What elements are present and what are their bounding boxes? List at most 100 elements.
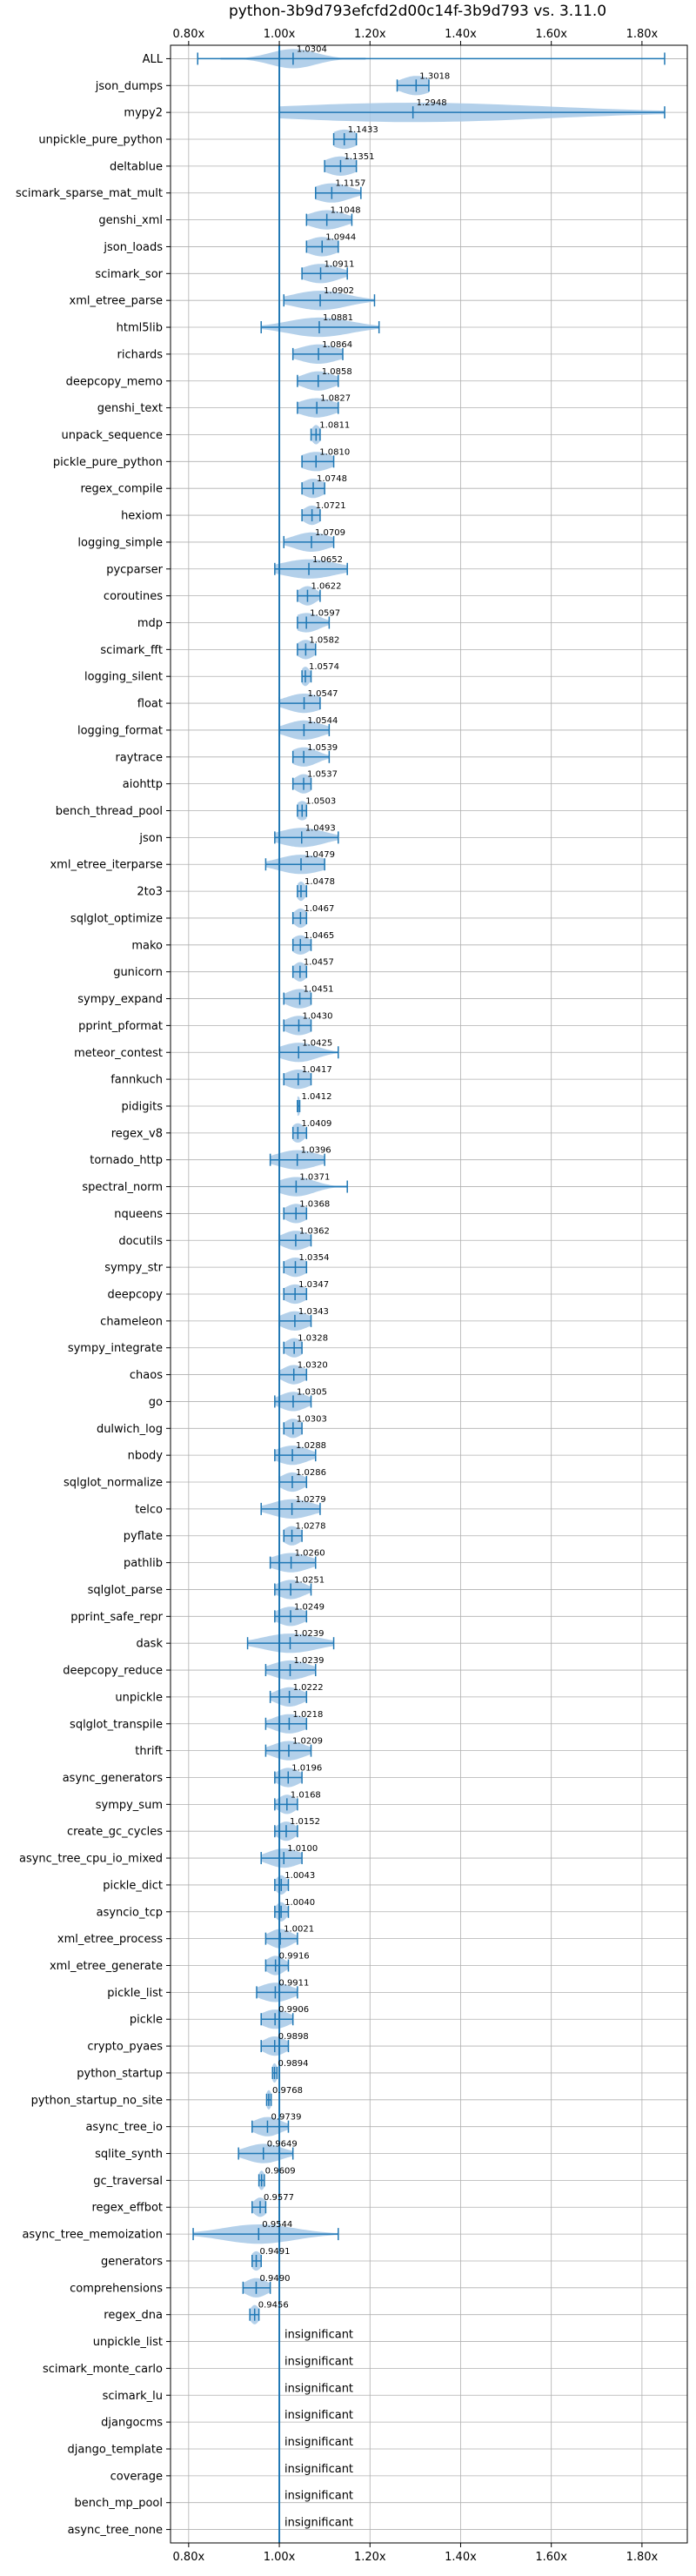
benchmark-name: float xyxy=(137,698,163,711)
benchmark-name: chameleon xyxy=(100,1315,163,1328)
value-label: 1.0858 xyxy=(322,367,352,377)
value-label: 1.0622 xyxy=(311,582,341,592)
benchmark-name: aiohttp xyxy=(123,778,163,791)
value-label: 1.0320 xyxy=(298,1361,328,1371)
benchmark-name: genshi_xml xyxy=(98,214,163,227)
benchmark-name: python_startup_no_site xyxy=(31,2094,163,2107)
value-label: 1.0218 xyxy=(292,1710,323,1720)
insignificant-label: insignificant xyxy=(284,2382,353,2395)
benchmark-name: spectral_norm xyxy=(82,1181,163,1194)
benchmark-name: sqlglot_normalize xyxy=(64,1477,163,1490)
value-label: 1.0748 xyxy=(317,474,347,484)
benchmark-name: sqlglot_transpile xyxy=(70,1718,163,1731)
benchmark-name: scimark_sparse_mat_mult xyxy=(16,187,163,200)
plot-frame xyxy=(170,44,688,2544)
benchmark-name: sympy_expand xyxy=(77,993,163,1006)
benchmark-name: thrift xyxy=(135,1745,163,1758)
benchmark-name: unpickle_list xyxy=(93,2336,163,2349)
benchmark-name: comprehensions xyxy=(70,2282,163,2295)
benchmark-name: gc_traversal xyxy=(93,2175,163,2188)
value-label: 1.3018 xyxy=(419,71,450,81)
value-label: 1.1048 xyxy=(331,206,361,216)
benchmark-name: richards xyxy=(117,348,164,361)
benchmark-name: gunicorn xyxy=(113,966,163,979)
axis-layer: 0.80x 0.80x 1.00x 1.00x 1.20x 1.20x 1.40x 1.40x… xyxy=(16,28,659,2564)
benchmark-name: meteor_contest xyxy=(74,1047,163,1060)
value-label: 1.0100 xyxy=(287,1844,318,1854)
insignificant-label: insignificant xyxy=(284,2517,353,2530)
benchmark-name: xml_etree_parse xyxy=(70,295,163,308)
benchmark-name: sqlglot_parse xyxy=(88,1584,163,1597)
value-label: 1.0493 xyxy=(305,823,336,833)
value-label: 1.0043 xyxy=(284,1871,315,1881)
benchmark-name: pathlib xyxy=(124,1557,163,1570)
benchmark-name: async_tree_none xyxy=(68,2524,163,2537)
value-label: 1.0539 xyxy=(307,743,338,753)
value-label: 0.9544 xyxy=(262,2220,292,2230)
label-layer: 1.0304 1.3018 1.2948 1.1433 1.1351 1.1157 1.10… xyxy=(258,44,451,2529)
value-label: 1.0371 xyxy=(299,1173,330,1183)
benchmark-name: async_tree_memoization xyxy=(22,2229,163,2242)
value-label: 1.0467 xyxy=(304,904,334,914)
benchmark-name: pidigits xyxy=(122,1100,164,1113)
value-label: 1.0544 xyxy=(307,716,338,726)
value-label: 1.0368 xyxy=(299,1199,330,1209)
benchmark-name: pycparser xyxy=(106,563,163,576)
benchmark-name: deepcopy xyxy=(107,1289,163,1302)
benchmark-name: deepcopy_reduce xyxy=(63,1665,163,1678)
benchmark-name: bench_thread_pool xyxy=(56,805,163,818)
value-label: 1.0827 xyxy=(320,394,351,404)
value-label: 1.0721 xyxy=(316,501,346,511)
benchmark-name: mdp xyxy=(137,617,163,630)
benchmark-name: mako xyxy=(131,939,163,952)
x-tick-label-top: 1.00x xyxy=(264,28,296,41)
benchmark-name: create_gc_cycles xyxy=(67,1826,163,1839)
x-tick-label-bottom: 1.00x xyxy=(264,2551,296,2564)
benchmark-name: python_startup xyxy=(77,2067,163,2080)
value-label: 1.0286 xyxy=(296,1468,326,1478)
benchmark-name: xml_etree_iterparse xyxy=(50,859,163,872)
value-label: 1.0582 xyxy=(309,635,339,645)
value-label: 1.0810 xyxy=(319,447,350,457)
value-label: 1.0425 xyxy=(302,1038,332,1048)
benchmark-name: pprint_safe_repr xyxy=(70,1611,163,1624)
benchmark-name: json_dumps xyxy=(95,80,163,93)
value-label: 1.0278 xyxy=(296,1522,326,1532)
benchmark-name: ALL xyxy=(143,53,164,66)
mark-layer xyxy=(192,52,666,2321)
benchmark-name: tornado_http xyxy=(90,1154,163,1167)
benchmark-name: unpack_sequence xyxy=(61,429,163,442)
benchmark-name: chaos xyxy=(130,1369,163,1382)
value-label: 1.0902 xyxy=(324,286,354,296)
value-label: 0.9739 xyxy=(271,2113,301,2123)
value-label: 0.9898 xyxy=(278,2032,309,2042)
benchmark-name: go xyxy=(149,1396,163,1409)
benchmark-name: pickle_pure_python xyxy=(53,456,163,469)
value-label: 1.0537 xyxy=(307,770,338,780)
benchmark-name: async_generators xyxy=(63,1772,164,1785)
value-label: 0.9768 xyxy=(272,2086,303,2096)
value-label: 1.0354 xyxy=(298,1253,329,1263)
value-label: 1.0503 xyxy=(305,797,336,807)
value-label: 1.0881 xyxy=(323,313,353,323)
value-label: 1.0152 xyxy=(290,1817,320,1827)
benchmark-name: unpickle_pure_python xyxy=(38,134,163,147)
benchmark-name: mypy2 xyxy=(124,107,163,120)
x-tick-label-bottom: 1.60x xyxy=(535,2551,567,2564)
value-label: 1.0864 xyxy=(322,340,352,350)
value-label: 1.0811 xyxy=(319,420,350,430)
value-label: 1.1433 xyxy=(348,125,378,135)
value-label: 1.0347 xyxy=(298,1280,329,1290)
value-label: 1.0911 xyxy=(325,259,355,269)
insignificant-label: insignificant xyxy=(284,2463,353,2476)
x-tick-label-bottom: 0.80x xyxy=(173,2551,205,2564)
benchmark-name: dask xyxy=(136,1638,163,1651)
benchmark-name: sqlite_synth xyxy=(95,2148,163,2161)
x-tick-label-bottom: 1.40x xyxy=(445,2551,477,2564)
value-label: 1.0652 xyxy=(312,555,343,565)
benchmark-name: scimark_sor xyxy=(95,268,163,281)
value-label: 1.0222 xyxy=(293,1683,324,1693)
benchmark-name: unpickle xyxy=(115,1691,163,1704)
value-label: 1.0417 xyxy=(302,1065,332,1075)
